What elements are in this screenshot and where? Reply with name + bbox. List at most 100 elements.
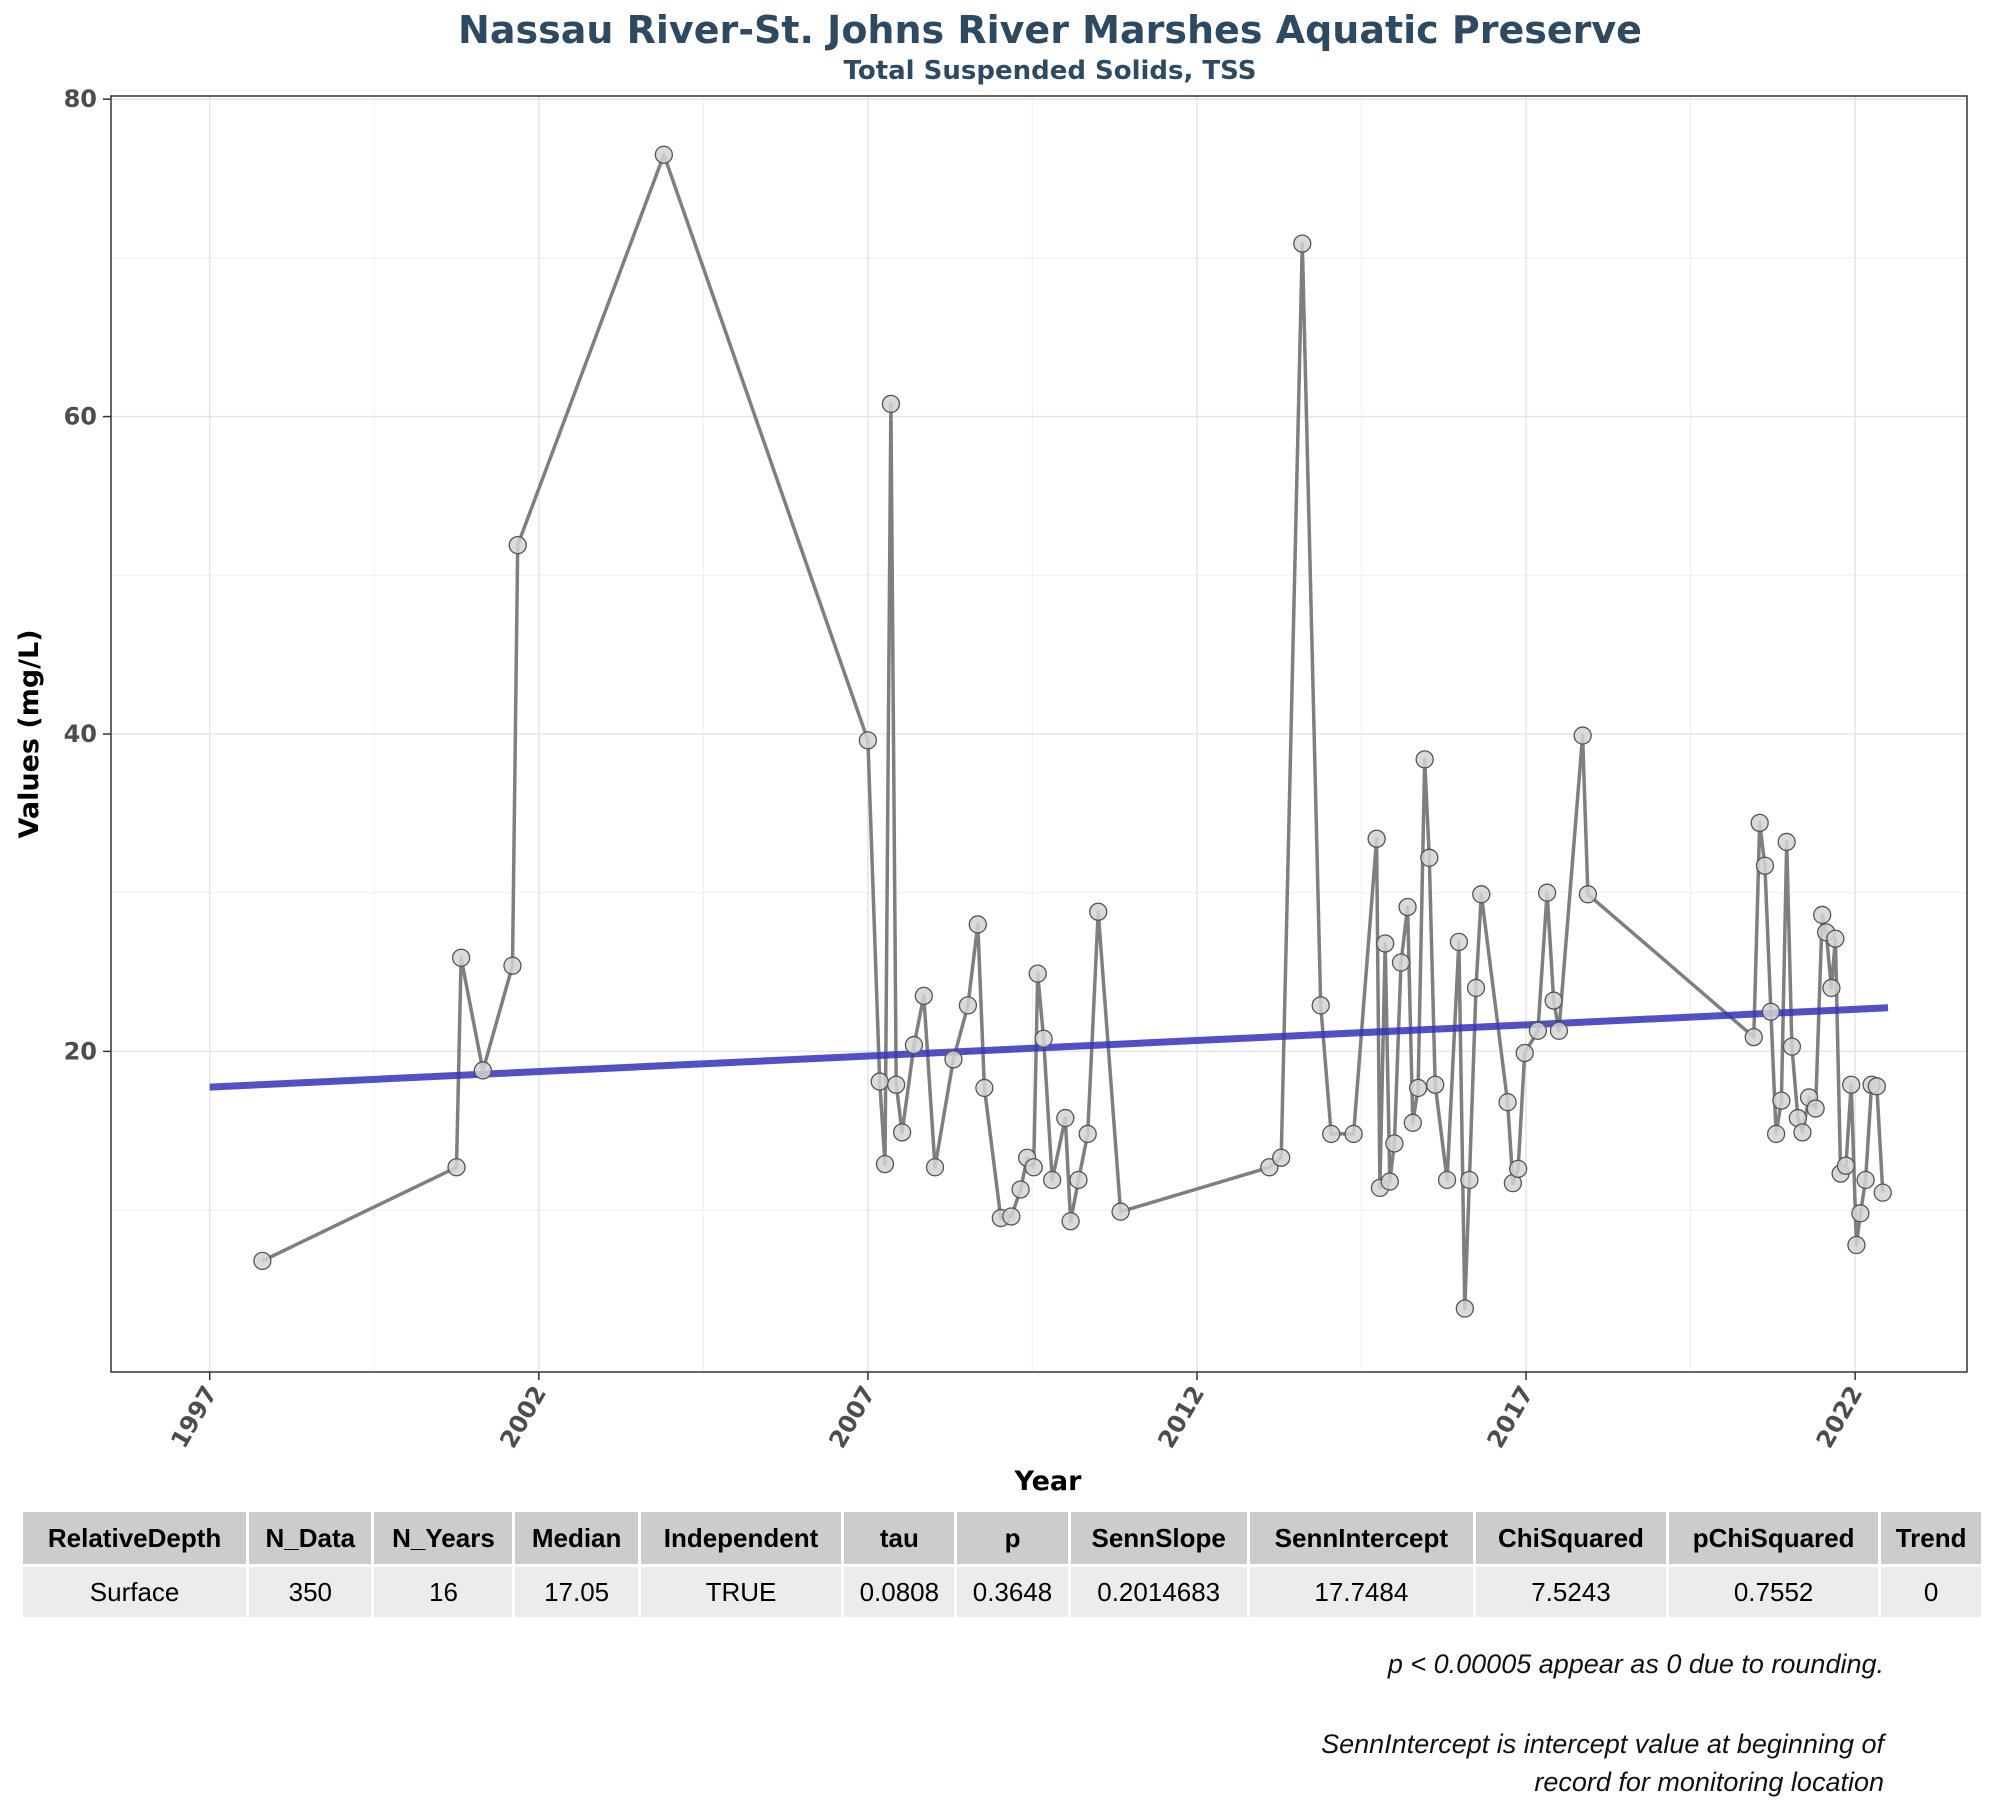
data-point <box>1750 813 1769 833</box>
intercept-note-line1: SennIntercept is intercept value at begi… <box>1321 1729 1884 1759</box>
data-point <box>881 394 901 414</box>
data-point <box>451 948 471 967</box>
data-point <box>1867 1077 1886 1096</box>
axis-ticks <box>103 98 1856 1380</box>
chart-subtitle: Total Suspended Solids, TSS <box>844 56 1257 86</box>
data-point <box>975 1078 994 1098</box>
y-axis-title: Values (mg/L) <box>14 629 45 838</box>
data-point <box>1034 1029 1053 1048</box>
data-point <box>1836 1156 1856 1175</box>
data-point <box>1755 856 1775 875</box>
series-line <box>261 152 1885 1311</box>
table-header-cell: p <box>957 1512 1068 1567</box>
table-header-cell: SennSlope <box>1070 1512 1247 1567</box>
table-cell: 0.2014683 <box>1070 1567 1247 1617</box>
data-point <box>1111 1202 1130 1221</box>
data-point <box>1272 1148 1291 1167</box>
x-tick-label: 2022 <box>1811 1381 1869 1453</box>
data-point <box>1455 1299 1474 1318</box>
data-point <box>1322 1124 1341 1144</box>
data-point <box>1873 1183 1892 1202</box>
data-point <box>1744 1027 1763 1047</box>
data-point <box>1002 1207 1021 1226</box>
data-point <box>1061 1212 1080 1231</box>
x-tick-label: 2017 <box>1482 1381 1540 1453</box>
data-point <box>1344 1124 1363 1144</box>
data-point <box>875 1154 895 1174</box>
table-cell: 16 <box>374 1567 513 1617</box>
data-point <box>914 986 933 1006</box>
data-point <box>1367 829 1386 848</box>
data-point <box>1508 1159 1528 1179</box>
data-point <box>447 1158 466 1177</box>
data-point <box>944 1050 963 1069</box>
y-tick-label: 60 <box>64 403 97 431</box>
y-tick-label: 80 <box>64 85 97 113</box>
data-point <box>1260 1158 1279 1177</box>
points-layer <box>253 145 1892 1318</box>
data-point <box>1398 897 1417 917</box>
data-point <box>1024 1158 1043 1177</box>
data-point <box>1460 1170 1479 1190</box>
data-point <box>1415 750 1434 769</box>
data-point <box>1466 978 1486 998</box>
data-point <box>925 1158 945 1177</box>
chart-title: Nassau River-St. Johns River Marshes Aqu… <box>458 8 1642 52</box>
data-point <box>1449 932 1469 952</box>
data-point <box>1826 929 1845 948</box>
table-cell: Surface <box>23 1567 247 1617</box>
table-cell: 7.5243 <box>1475 1567 1667 1617</box>
data-point <box>1856 1170 1875 1190</box>
data-point <box>1498 1093 1517 1112</box>
table-row: Surface 350 16 17.05 TRUE 0.0808 0.3648 0.20146… <box>23 1567 1981 1617</box>
data-point <box>958 996 978 1015</box>
intercept-note-line2: record for monitoring location <box>1534 1767 1884 1797</box>
y-tick-label: 40 <box>64 720 97 748</box>
stats-table: RelativeDepth N_Data N_Years Median Independ… <box>20 1512 1984 1617</box>
table-header-cell: N_Data <box>249 1512 372 1567</box>
data-point <box>1069 1170 1088 1190</box>
table-header-cell: tau <box>844 1512 955 1567</box>
table-header-cell: RelativeDepth <box>23 1512 247 1567</box>
table-header-cell: Median <box>515 1512 638 1567</box>
data-point <box>1822 978 1841 998</box>
series-layer <box>261 152 1885 1311</box>
data-point <box>904 1035 924 1055</box>
y-tick-label: 20 <box>64 1037 97 1065</box>
y-tick-labels: 20 40 60 80 <box>64 85 97 1065</box>
table-header-cell: Independent <box>640 1512 842 1567</box>
table-cell: 350 <box>249 1567 372 1617</box>
data-point <box>1549 1021 1569 1040</box>
data-point <box>1842 1075 1861 1094</box>
data-point <box>654 145 674 164</box>
data-point <box>1028 964 1047 983</box>
table-cell: 0.7552 <box>1669 1567 1879 1617</box>
table-header-cell: SennIntercept <box>1249 1512 1473 1567</box>
data-point <box>1426 1075 1445 1094</box>
table-cell: 0.0808 <box>844 1567 955 1617</box>
data-point <box>1528 1021 1548 1040</box>
data-point <box>1011 1180 1030 1199</box>
data-point <box>1806 1099 1825 1118</box>
data-point <box>1793 1123 1812 1142</box>
data-point <box>1573 726 1592 745</box>
table-cell: 0 <box>1881 1567 1981 1617</box>
data-point <box>1385 1134 1404 1153</box>
data-point <box>1761 1002 1781 1021</box>
data-point <box>1056 1108 1075 1128</box>
data-point <box>1782 1037 1802 1056</box>
table-header-cell: ChiSquared <box>1475 1512 1667 1567</box>
table-cell: 0.3648 <box>957 1567 1068 1617</box>
data-point <box>1420 848 1439 867</box>
data-point <box>858 731 878 750</box>
data-point <box>887 1075 906 1094</box>
data-point <box>1766 1124 1786 1144</box>
data-point <box>1391 953 1411 972</box>
x-tick-label: 2007 <box>823 1381 881 1453</box>
table-cell: 17.05 <box>515 1567 638 1617</box>
data-point <box>1380 1172 1399 1191</box>
grid-major <box>111 96 1967 1372</box>
rounding-note: p < 0.00005 appear as 0 due to rounding. <box>1387 1649 1884 1679</box>
data-point <box>1089 902 1108 921</box>
data-point <box>1772 1091 1791 1110</box>
